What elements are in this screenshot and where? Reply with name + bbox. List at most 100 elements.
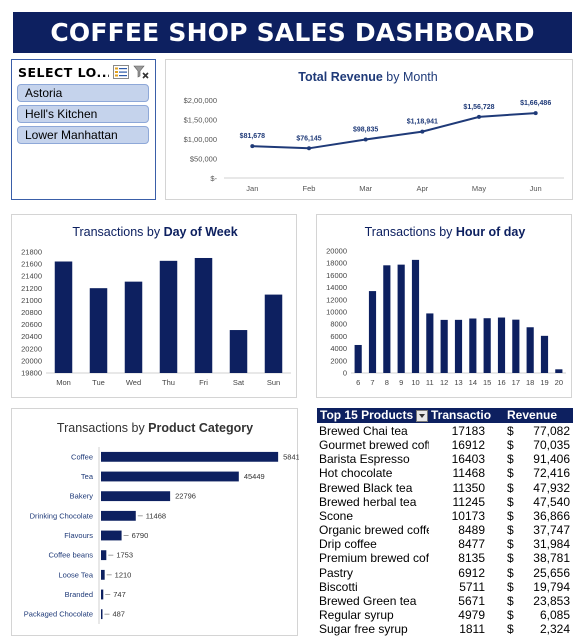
- x-tick-label: 20: [555, 378, 563, 387]
- y-tick-label: $-: [210, 174, 217, 183]
- bar: [194, 257, 213, 373]
- revenue-chart-panel: Total Revenue by Month $- $50,000 $1,00,00…: [165, 59, 573, 200]
- slicer-item-astoria[interactable]: Astoria: [17, 84, 149, 102]
- y-tick-label: 21000: [21, 296, 42, 305]
- currency-symbol: $: [507, 466, 514, 481]
- x-tick-label: 9: [399, 378, 403, 387]
- header-transactions: Transactio: [431, 408, 492, 422]
- product-transactions: 5711: [459, 579, 485, 594]
- product-name: Regular syrup: [319, 607, 394, 622]
- x-tick-label: 10: [411, 378, 419, 387]
- table-row: Scone 10173 $36,866: [317, 509, 573, 523]
- product-name: Brewed Green tea: [319, 593, 417, 608]
- category-label: Loose Tea: [59, 570, 94, 579]
- slicer-item-lower-manhattan[interactable]: Lower Manhattan: [17, 126, 149, 144]
- x-tick-label: Mon: [56, 378, 71, 387]
- y-tick-label: 20600: [21, 320, 42, 329]
- x-tick-label: Thu: [162, 378, 175, 387]
- bar: [101, 550, 107, 561]
- data-label: $98,835: [353, 126, 378, 133]
- product-transactions: 8477: [458, 537, 485, 552]
- product-revenue: 25,656: [533, 565, 570, 580]
- currency-symbol: $: [507, 523, 514, 538]
- y-tick-label: $1,00,000: [184, 135, 217, 144]
- table-row: Regular syrup 4979 $6,085: [317, 608, 573, 622]
- currency-symbol: $: [507, 593, 514, 608]
- x-tick-label: 12: [440, 378, 448, 387]
- table-row: Brewed Green tea 5671 $23,853: [317, 594, 573, 608]
- table-row: Hot chocolate 11468 $72,416: [317, 466, 573, 480]
- x-tick-label: 19: [540, 378, 548, 387]
- dow-chart-panel: Transactions by Day of Week 19800 20000 20…: [11, 214, 297, 398]
- y-tick-label: $1,50,000: [184, 116, 217, 125]
- x-tick-label: Sat: [233, 378, 245, 387]
- y-tick-label: 4000: [330, 344, 347, 353]
- currency-symbol: $: [507, 622, 514, 637]
- bar: [101, 589, 104, 600]
- x-tick-label: 14: [469, 378, 477, 387]
- y-tick-label: 20400: [21, 332, 42, 341]
- table-row: Sugar free syrup 1811 $2,324: [317, 622, 573, 636]
- y-tick-label: 18000: [326, 259, 347, 268]
- product-revenue: 47,540: [533, 494, 570, 509]
- y-tick-label: 14000: [326, 283, 347, 292]
- location-slicer: SELECT LO... Astoria Hell's Kitchen Lowe…: [11, 59, 156, 200]
- x-tick-label: 11: [426, 378, 434, 387]
- table-row: Brewed Chai tea 17183 $77,082: [317, 424, 573, 438]
- product-transactions: 10173: [451, 508, 485, 523]
- y-tick-label: 20800: [21, 308, 42, 317]
- product-revenue: 23,853: [533, 593, 570, 608]
- y-tick-label: 16000: [326, 271, 347, 280]
- bar: [497, 317, 506, 373]
- category-chart: Transactions by Product Category Coffee 5…: [24, 421, 304, 624]
- dow-chart-title: Transactions by Day of Week: [72, 225, 237, 239]
- x-tick-label: 8: [385, 378, 389, 387]
- table-row: Pastry 6912 $25,656: [317, 566, 573, 580]
- filter-dropdown-icon[interactable]: [416, 408, 429, 423]
- revenue-chart-title: Total Revenue by Month: [298, 70, 437, 84]
- revenue-point: [477, 114, 481, 119]
- product-transactions: 17183: [451, 424, 485, 438]
- product-transactions: 8135: [458, 551, 485, 566]
- y-tick-label: 2000: [330, 356, 347, 365]
- x-tick-label: 18: [526, 378, 534, 387]
- x-tick-label: 15: [483, 378, 491, 387]
- clear-filter-icon[interactable]: [133, 64, 150, 80]
- product-name: Drip coffee: [319, 537, 377, 552]
- x-tick-label: 16: [497, 378, 505, 387]
- table-row: Brewed herbal tea 11245 $47,540: [317, 495, 573, 509]
- table-row: Drip coffee 8477 $31,984: [317, 537, 573, 551]
- product-transactions: 16912: [451, 438, 485, 453]
- product-revenue: 70,035: [533, 438, 570, 453]
- product-transactions: 5671: [458, 593, 485, 608]
- table-row: Barista Espresso 16403 $91,406: [317, 452, 573, 466]
- y-tick-label: 0: [343, 369, 347, 378]
- table-header: Top 15 Products Transactio Revenue: [317, 408, 573, 423]
- x-tick-label: May: [472, 184, 486, 193]
- bar: [159, 260, 178, 373]
- table-row: Biscotti 5711 $19,794: [317, 580, 573, 594]
- category-label: Bakery: [70, 492, 94, 501]
- bar: [411, 259, 420, 373]
- revenue-point: [420, 129, 425, 134]
- data-label: $1,56,728: [463, 104, 494, 111]
- currency-symbol: $: [507, 452, 514, 467]
- multi-select-icon[interactable]: [112, 64, 129, 80]
- y-tick-label: 8000: [330, 320, 347, 329]
- revenue-point: [363, 137, 368, 142]
- slicer-item-hells-kitchen[interactable]: Hell's Kitchen: [17, 105, 149, 123]
- revenue-point: [533, 111, 538, 116]
- currency-symbol: $: [507, 424, 514, 438]
- bar: [229, 330, 248, 373]
- y-tick-label: $50,000: [190, 155, 217, 164]
- dashboard-title: COFFEE SHOP SALES DASHBOARD: [13, 12, 572, 53]
- x-tick-label: Mar: [359, 184, 372, 193]
- x-tick-label: 6: [356, 378, 360, 387]
- y-tick-label: 21400: [21, 272, 42, 281]
- data-label: 487: [112, 610, 125, 619]
- header-products: Top 15 Products: [320, 408, 414, 422]
- currency-symbol: $: [507, 438, 514, 453]
- product-transactions: 8489: [458, 523, 485, 538]
- product-transactions: 11468: [452, 466, 485, 481]
- data-label: 11468: [146, 511, 166, 520]
